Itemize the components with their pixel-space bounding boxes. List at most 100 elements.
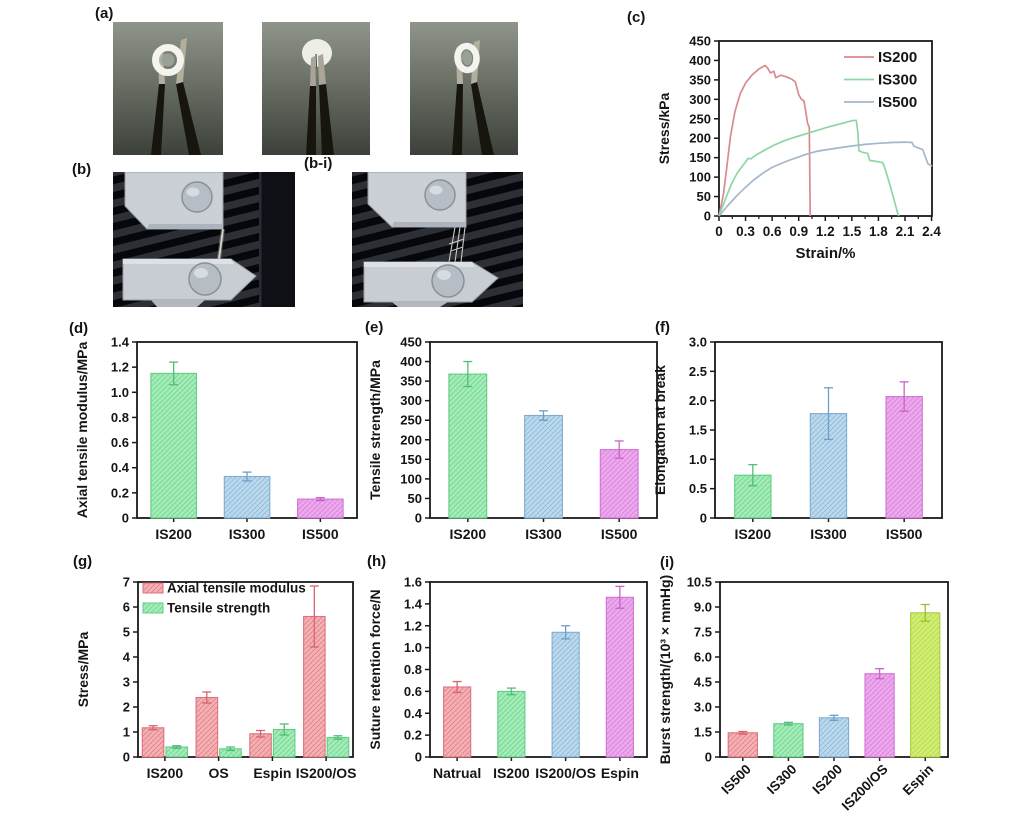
y-tick-label: 300 xyxy=(689,92,711,107)
panel-label-b-i: (b-i) xyxy=(304,155,333,172)
chart-panel-d: 0 0.2 0.4 0.6 0.8 1.0 1.2 1.4 Axial tensile modu… xyxy=(65,328,375,582)
x-tick-label: 0.9 xyxy=(789,224,808,239)
legend-label: Tensile strength xyxy=(167,601,270,616)
bar-IS200 xyxy=(497,690,526,758)
y-tick-label: 200 xyxy=(689,131,711,146)
category-label: IS300 xyxy=(229,526,266,542)
bolt-highlight xyxy=(429,185,443,195)
top-grip-bolt xyxy=(424,179,456,211)
photo-tweezers-ring-squeezed xyxy=(262,22,370,155)
y-tick-label: 1.0 xyxy=(404,640,422,655)
y-tick-label: 3.0 xyxy=(689,335,707,350)
category-label: IS200/OS xyxy=(839,762,891,814)
category-label: IS200 xyxy=(810,762,846,798)
photo-tweezers-ring-open xyxy=(113,22,223,155)
panel-label-h: (h) xyxy=(367,553,387,570)
machine-column xyxy=(259,172,295,307)
photo-background xyxy=(410,22,518,155)
tweezer-handle-left xyxy=(151,84,165,155)
y-tick-label: 3 xyxy=(123,675,130,690)
y-tick-label: 150 xyxy=(689,150,711,165)
tweezer-tip-left xyxy=(310,56,316,86)
x-tick-label: 1.5 xyxy=(842,224,861,239)
grip-foot xyxy=(392,302,448,307)
x-tick-label: 2.4 xyxy=(922,224,941,239)
bar-IS300 xyxy=(773,723,804,758)
curve-IS300 xyxy=(718,119,900,217)
category-label: IS300 xyxy=(764,762,800,798)
bar-OS xyxy=(195,696,219,758)
y-tick-label: 0.8 xyxy=(404,662,422,677)
tweezer-handle-right xyxy=(471,82,494,155)
chart-panel-h: 0 0.2 0.4 0.6 0.8 1.0 1.2 1.4 1.6 Suture retentio… xyxy=(358,568,665,819)
category-label: IS200 xyxy=(450,526,487,542)
panel-label-g: (g) xyxy=(73,553,93,570)
bottom-grip xyxy=(363,261,499,303)
y-tick-label: 200 xyxy=(400,432,422,447)
y-tick-label: 1.5 xyxy=(694,725,712,740)
bar-IS500 xyxy=(297,498,344,519)
bolt-highlight xyxy=(186,187,200,197)
y-tick-label: 0.4 xyxy=(111,460,130,475)
x-tick-label: 2.1 xyxy=(896,224,915,239)
bar-IS200 xyxy=(150,372,197,519)
chart-panel-g: 0 1 2 3 4 5 6 7 Stress/MPa IS200 OS Espin IS200/OS Ax… xyxy=(66,568,371,819)
bar-IS200 xyxy=(141,727,165,758)
sample-strand xyxy=(218,228,224,260)
bar-IS300 xyxy=(223,475,271,519)
scaffold-ring xyxy=(152,44,184,76)
y-tick-label: 0.6 xyxy=(111,435,129,450)
bar-IS200/OS xyxy=(864,673,895,758)
bar-IS500 xyxy=(885,396,923,519)
y-tick-label: 7 xyxy=(123,575,130,590)
y-tick-label: 250 xyxy=(689,111,711,126)
bar-Natrual xyxy=(443,686,472,758)
y-axis-label: Burst strength/(10³ × mmHg) xyxy=(657,575,673,764)
bar-IS500 xyxy=(727,732,758,758)
y-tick-label: 1.5 xyxy=(689,423,707,438)
y-tick-label: 7.5 xyxy=(694,625,712,640)
panel-label-f: (f) xyxy=(655,319,670,336)
category-label: Espin xyxy=(253,765,291,781)
tweezer-handle-right xyxy=(319,84,334,155)
y-tick-label: 2 xyxy=(123,700,130,715)
y-tick-label: 300 xyxy=(400,393,422,408)
bar-IS500 xyxy=(599,449,639,519)
photo-tensile-grips xyxy=(113,172,295,307)
category-label: IS300 xyxy=(810,526,847,542)
panel-label-d: (d) xyxy=(69,320,89,337)
y-tick-label: 1.4 xyxy=(404,596,423,611)
y-tick-label: 1.4 xyxy=(111,335,130,350)
y-tick-label: 1 xyxy=(123,725,130,740)
bar-Espin xyxy=(910,612,941,758)
scaffold-ring-oval xyxy=(454,42,480,74)
bar-IS200/OS xyxy=(551,631,580,758)
photo-tensile-grips-stretched xyxy=(352,172,523,307)
y-tick-label: 0 xyxy=(122,511,129,526)
category-label: IS500 xyxy=(718,762,754,798)
y-tick-label: 1.0 xyxy=(689,452,707,467)
category-label: IS500 xyxy=(601,526,638,542)
y-tick-label: 0.2 xyxy=(404,728,422,743)
y-tick-label: 6 xyxy=(123,600,130,615)
x-tick-label: 0.3 xyxy=(736,224,755,239)
chart-svg-f: 0 0.5 1.0 1.5 2.0 2.5 3.0 Elongation at break IS… xyxy=(652,335,943,542)
y-tick-label: 0.6 xyxy=(404,684,422,699)
photo-tweezers-ring-recovered xyxy=(410,22,518,155)
y-tick-label: 0.5 xyxy=(689,481,707,496)
top-grip-shade xyxy=(392,222,466,227)
chart-svg-h: 0 0.2 0.4 0.6 0.8 1.0 1.2 1.4 1.6 Suture retentio… xyxy=(367,575,648,781)
chart-panel-i: 0 1.5 3.0 4.5 6.0 7.5 9.0 10.5 Burst strength/(1… xyxy=(648,568,966,819)
x-axis-label: Strain/% xyxy=(795,245,855,262)
y-tick-label: 0 xyxy=(415,750,422,765)
stretched-fibers xyxy=(448,226,466,263)
category-label: OS xyxy=(209,765,229,781)
panel-label-i: (i) xyxy=(660,554,675,571)
y-tick-label: 350 xyxy=(400,374,422,389)
tweezer-handle-left xyxy=(452,84,463,155)
grip-foot xyxy=(151,300,205,307)
y-tick-label: 400 xyxy=(400,354,422,369)
y-tick-label: 2.5 xyxy=(689,364,707,379)
y-tick-label: 250 xyxy=(400,413,422,428)
y-tick-label: 5 xyxy=(123,625,130,640)
